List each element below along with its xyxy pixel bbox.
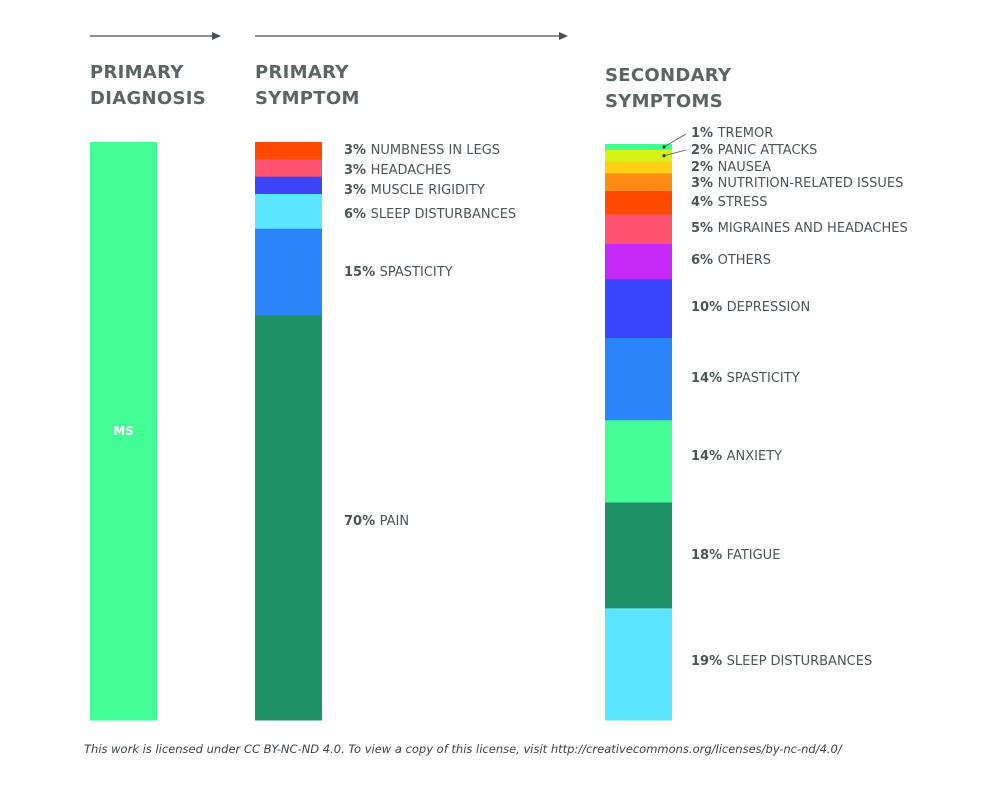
- bar-segment-primary-symptom-2: [255, 176, 322, 195]
- segment-label-secondary-symptoms-11: 19% SLEEP DISTURBANCES: [691, 654, 872, 669]
- segment-label-secondary-symptoms-10: 18% FATIGUE: [691, 548, 780, 563]
- segment-label-secondary-symptoms-9: 14% ANXIETY: [691, 449, 782, 464]
- segment-label-primary-symptom-5: 70% PAIN: [344, 514, 409, 529]
- segment-label-primary-symptom-4: 15% SPASTICITY: [344, 265, 453, 280]
- bar-segment-primary-symptom-0: [255, 142, 322, 160]
- bar-segment-primary-symptom-3: [255, 194, 322, 230]
- segment-label-primary-symptom-2: 3% MUSCLE RIGIDITY: [344, 183, 485, 198]
- bar-segment-primary-diagnosis-0: [90, 142, 157, 721]
- bar-segment-secondary-symptoms-1: [605, 149, 672, 163]
- column-header-primary-symptom-0: PRIMARY: [255, 62, 349, 83]
- segment-label-secondary-symptoms-4: 4% STRESS: [691, 195, 768, 210]
- leader-dot-1: [662, 154, 666, 158]
- column-header-secondary-symptoms-1: SYMPTOMS: [605, 91, 723, 112]
- segment-label-primary-symptom-3: 6% SLEEP DISTURBANCES: [344, 207, 516, 222]
- bar-segment-secondary-symptoms-2: [605, 161, 672, 174]
- bar-segment-secondary-symptoms-6: [605, 243, 672, 280]
- bar-segment-secondary-symptoms-8: [605, 337, 672, 421]
- bar-segment-primary-symptom-1: [255, 159, 322, 178]
- column-header-primary-symptom-1: SYMPTOM: [255, 88, 360, 109]
- bar-segment-secondary-symptoms-9: [605, 420, 672, 504]
- segment-label-secondary-symptoms-2: 2% NAUSEA: [691, 160, 771, 175]
- bar-segment-secondary-symptoms-11: [605, 608, 672, 721]
- segment-label-primary-symptom-0: 3% NUMBNESS IN LEGS: [344, 143, 500, 158]
- segment-label-primary-symptom-1: 3% HEADACHES: [344, 163, 451, 178]
- column-header-secondary-symptoms-0: SECONDARY: [605, 65, 732, 86]
- bar-segment-secondary-symptoms-10: [605, 502, 672, 609]
- leader-dot-0: [662, 145, 666, 149]
- segment-label-secondary-symptoms-8: 14% SPASTICITY: [691, 371, 800, 386]
- flow-arrow-head-1: [559, 32, 568, 40]
- segment-label-secondary-symptoms-6: 6% OTHERS: [691, 253, 771, 268]
- segment-label-secondary-symptoms-7: 10% DEPRESSION: [691, 300, 810, 315]
- bar-segment-secondary-symptoms-7: [605, 279, 672, 339]
- leader-line-0: [663, 133, 687, 148]
- segment-label-secondary-symptoms-3: 3% NUTRITION-RELATED ISSUES: [691, 176, 903, 191]
- segment-label-secondary-symptoms-0: 1% TREMOR: [691, 126, 773, 141]
- bar-segment-secondary-symptoms-5: [605, 214, 672, 245]
- leader-line-1: [663, 149, 687, 157]
- column-header-primary-diagnosis-1: DIAGNOSIS: [90, 88, 206, 109]
- bar-inside-label-primary-diagnosis: MS: [113, 424, 134, 438]
- bar-segment-primary-symptom-5: [255, 315, 322, 721]
- flow-arrow-head-0: [212, 32, 221, 40]
- bar-segment-primary-symptom-4: [255, 228, 322, 316]
- segment-label-secondary-symptoms-5: 5% MIGRAINES AND HEADACHES: [691, 221, 908, 236]
- bar-segment-secondary-symptoms-4: [605, 191, 672, 216]
- license-footer: This work is licensed under CC BY-NC-ND …: [84, 742, 842, 756]
- bar-segment-secondary-symptoms-0: [605, 144, 672, 151]
- bar-segment-secondary-symptoms-3: [605, 173, 672, 192]
- column-header-primary-diagnosis-0: PRIMARY: [90, 62, 184, 83]
- segment-label-secondary-symptoms-1: 2% PANIC ATTACKS: [691, 143, 817, 158]
